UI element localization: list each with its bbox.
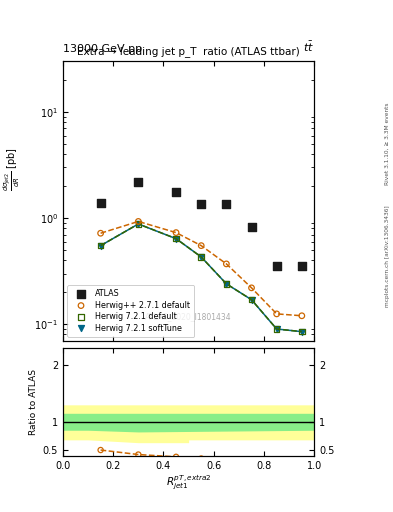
Herwig 7.2.1 default: [135, 220, 141, 228]
Herwig 7.2.1 default: [248, 295, 255, 304]
ATLAS: [198, 200, 204, 208]
Text: ATLAS_2020_I1801434: ATLAS_2020_I1801434: [145, 312, 232, 321]
ATLAS: [135, 178, 141, 186]
Herwig 7.2.1 default: [97, 242, 104, 250]
Herwig++ 2.7.1 default: [299, 312, 305, 320]
Y-axis label: Ratio to ATLAS: Ratio to ATLAS: [29, 369, 39, 435]
Herwig++ 2.7.1 default: [223, 260, 230, 268]
Herwig++ 2.7.1 default: [198, 242, 204, 250]
Point: [135, 457, 141, 465]
ATLAS: [173, 188, 179, 197]
Herwig 7.2.1 softTune: [299, 328, 305, 336]
Herwig++ 2.7.1 default: [248, 284, 255, 292]
Title: Extra → leading jet p_T  ratio (ATLAS ttbar): Extra → leading jet p_T ratio (ATLAS ttb…: [77, 47, 300, 57]
Text: $\frac{d\sigma_{jet2}}{dR}$ [pb]: $\frac{d\sigma_{jet2}}{dR}$ [pb]: [2, 147, 22, 191]
Text: mcplots.cern.ch [arXiv:1306.3436]: mcplots.cern.ch [arXiv:1306.3436]: [385, 205, 389, 307]
Point: [198, 455, 204, 463]
Text: $t\bar{t}$: $t\bar{t}$: [303, 39, 314, 54]
Herwig++ 2.7.1 default: [135, 218, 141, 226]
ATLAS: [97, 199, 104, 207]
Herwig 7.2.1 default: [198, 253, 204, 261]
Point: [198, 457, 204, 465]
ATLAS: [274, 262, 280, 270]
Text: Rivet 3.1.10, ≥ 3.3M events: Rivet 3.1.10, ≥ 3.3M events: [385, 102, 389, 185]
Text: 13000 GeV pp: 13000 GeV pp: [63, 44, 142, 54]
Point: [173, 457, 179, 465]
Point: [198, 457, 204, 465]
Point: [97, 446, 104, 454]
Herwig 7.2.1 softTune: [97, 242, 104, 250]
Herwig 7.2.1 default: [223, 280, 230, 288]
Point: [135, 457, 141, 465]
Herwig 7.2.1 softTune: [248, 295, 255, 304]
X-axis label: $R_{jet1}^{pT,extra2}$: $R_{jet1}^{pT,extra2}$: [166, 473, 211, 492]
Herwig 7.2.1 softTune: [173, 234, 179, 243]
Herwig 7.2.1 default: [173, 234, 179, 243]
ATLAS: [223, 200, 230, 208]
Point: [97, 459, 104, 467]
Herwig 7.2.1 softTune: [223, 280, 230, 288]
Herwig 7.2.1 softTune: [198, 253, 204, 261]
Point: [97, 459, 104, 467]
Legend: ATLAS, Herwig++ 2.7.1 default, Herwig 7.2.1 default, Herwig 7.2.1 softTune: ATLAS, Herwig++ 2.7.1 default, Herwig 7.…: [67, 285, 194, 336]
Herwig 7.2.1 softTune: [135, 220, 141, 228]
Herwig++ 2.7.1 default: [97, 229, 104, 238]
ATLAS: [299, 262, 305, 270]
Point: [173, 457, 179, 465]
Herwig 7.2.1 softTune: [274, 325, 280, 333]
Herwig++ 2.7.1 default: [274, 310, 280, 318]
Herwig 7.2.1 default: [299, 328, 305, 336]
Herwig++ 2.7.1 default: [173, 228, 179, 237]
ATLAS: [248, 223, 255, 231]
Herwig 7.2.1 default: [274, 325, 280, 333]
Point: [135, 451, 141, 459]
Point: [173, 453, 179, 461]
